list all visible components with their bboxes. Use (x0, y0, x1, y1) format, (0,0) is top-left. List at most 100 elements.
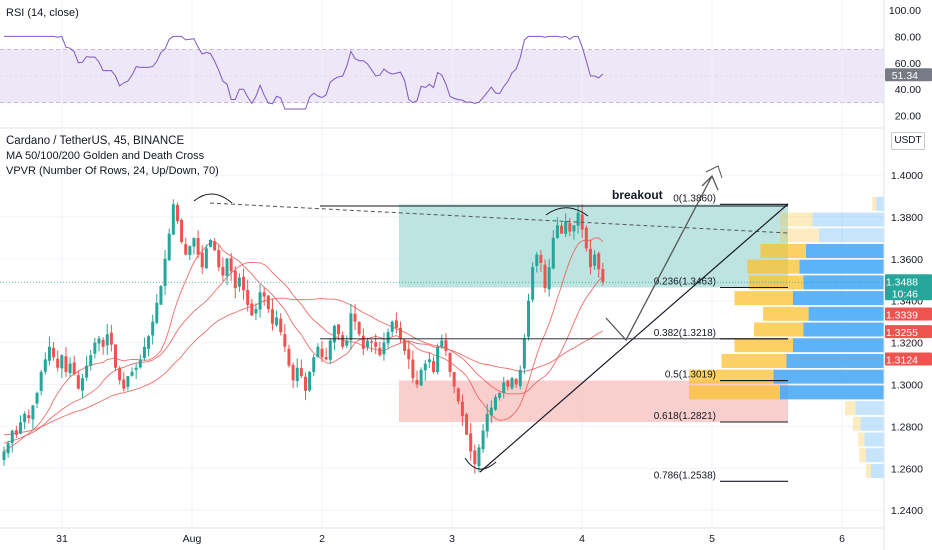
level-tag-2-bg (885, 325, 932, 339)
symbol-title[interactable]: Cardano / TetherUS, 45, BINANCE (6, 135, 185, 147)
candle-body (93, 342, 97, 354)
ma-200-line (3, 297, 604, 436)
chart-header: Cardano / TetherUS, 45, BINANCE MA 50/10… (6, 134, 219, 179)
last-price-tag-text: 10:46 (892, 288, 918, 300)
candle-body (155, 302, 159, 323)
fib-level-label: 0.786(1.2538) (654, 470, 716, 481)
ascending-trendline (479, 203, 789, 473)
candle-body (56, 358, 60, 368)
candle-body (254, 309, 258, 314)
candle-body (213, 241, 217, 251)
candle-body (477, 447, 481, 467)
target-zone (399, 204, 788, 288)
volume-profile-down-bar (754, 322, 804, 337)
candle-body (10, 430, 14, 444)
rsi-value-tag-text: 51.34 (892, 70, 918, 82)
level-tag-1-bg (885, 307, 932, 321)
currency-button[interactable]: USDT (891, 132, 925, 150)
candle-body (423, 363, 427, 371)
projection-path (605, 175, 713, 342)
candle-body (576, 212, 580, 226)
volume-profile-up-bar (773, 369, 884, 384)
time-axis-label: 31 (56, 533, 68, 545)
fib-level-label: 0(1.3860) (673, 193, 716, 204)
volume-profile-down-bar (865, 463, 871, 478)
volume-profile-down-bar (859, 448, 866, 463)
candle-body (469, 433, 473, 452)
candle-body (593, 254, 597, 266)
candle-body (597, 253, 601, 270)
candle-body (27, 415, 31, 419)
candle-body (76, 375, 80, 389)
candle-body (188, 246, 192, 256)
time-axis-label: 4 (579, 533, 585, 545)
candle-body (192, 237, 196, 247)
candle-body (275, 317, 279, 326)
candle-body (295, 367, 299, 382)
volume-profile-up-bar (808, 306, 884, 321)
candle-body (419, 369, 423, 386)
fib-level-label: 0.618(1.2821) (654, 411, 716, 422)
candle-body (324, 357, 328, 360)
candle-body (543, 264, 547, 289)
projection-arrow-icon (701, 174, 719, 191)
volume-profile-down-bar (763, 306, 809, 321)
candle-body (456, 388, 460, 402)
candle-body (237, 277, 241, 287)
candle-body (287, 348, 291, 366)
candle-body (229, 258, 233, 272)
candle-body (415, 379, 419, 385)
volume-profile-up-bar (819, 228, 884, 243)
indicator-ma-label[interactable]: MA 50/100/200 Golden and Death Cross (6, 150, 205, 162)
candle-body (142, 346, 146, 359)
candle-body (19, 422, 23, 434)
candle-body (378, 347, 382, 356)
top-arc-left (193, 193, 233, 204)
candle-body (403, 340, 407, 351)
candle-body (555, 225, 559, 239)
candle-body (266, 295, 270, 310)
indicator-vpvr-label[interactable]: VPVR (Number Of Rows, 24, Up/Down, 70) (6, 165, 219, 177)
candle-body (535, 254, 539, 267)
time-axis-label: 5 (709, 533, 715, 545)
rsi-axis-tick: 40.00 (895, 84, 921, 96)
candle-body (510, 378, 514, 389)
candle-body (303, 376, 307, 391)
candle-body (481, 430, 485, 450)
candle-body (262, 292, 266, 297)
candle-body (138, 359, 142, 368)
candle-body (167, 233, 171, 261)
candle-body (460, 401, 464, 416)
candle-body (114, 344, 118, 368)
candle-body (473, 450, 477, 465)
volume-profile-up-bar (793, 291, 884, 306)
time-axis-label: 6 (839, 533, 845, 545)
ma-50-line (3, 237, 604, 452)
price-axis-tick: 1.3600 (891, 254, 923, 266)
candle-body (308, 371, 312, 391)
candle-body (209, 239, 212, 247)
candle-body (14, 430, 18, 435)
candle-body (349, 313, 353, 340)
candle-body (89, 355, 93, 366)
candle-body (180, 219, 184, 243)
candle-body (279, 318, 283, 333)
candle-body (147, 336, 151, 349)
candle-body (163, 258, 167, 286)
rsi-axis-tick: 20.00 (895, 111, 921, 123)
candle-body (85, 365, 89, 378)
level-tag-3-bg (885, 352, 932, 366)
candle-body (498, 392, 502, 398)
candle-body (527, 300, 531, 337)
time-axis-label: 3 (449, 533, 455, 545)
candle-body (320, 348, 324, 358)
candle-body (522, 338, 526, 369)
candle-body (489, 407, 493, 416)
candle-body (122, 379, 126, 389)
candle-body (390, 321, 394, 332)
candle-body (270, 309, 274, 324)
candle-body (291, 364, 295, 381)
candle-body (531, 267, 535, 300)
volume-profile-up-bar (876, 196, 884, 211)
